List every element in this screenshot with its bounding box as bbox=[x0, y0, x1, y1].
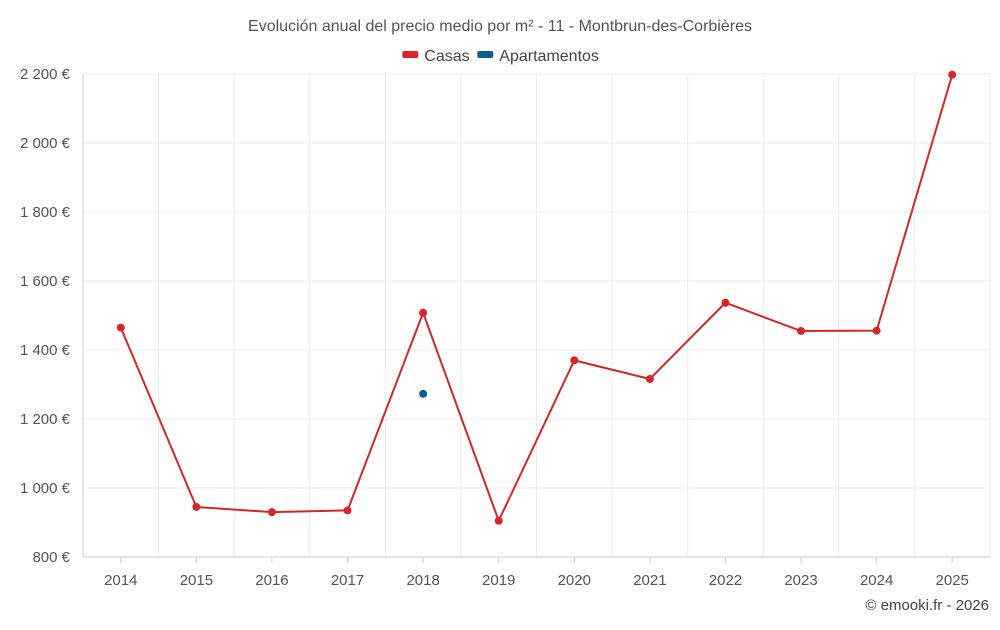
data-point-casas bbox=[797, 327, 806, 336]
data-point-apartamentos bbox=[419, 389, 428, 398]
y-tick-label: 1 000 € bbox=[20, 480, 71, 497]
data-point-casas bbox=[192, 502, 201, 511]
series-line-casas bbox=[119, 74, 954, 522]
x-tick-label: 2020 bbox=[558, 572, 591, 589]
y-tick-label: 800 € bbox=[32, 549, 70, 566]
y-tick-label: 1 400 € bbox=[20, 342, 71, 359]
x-tick-label: 2021 bbox=[633, 572, 666, 589]
data-point-casas bbox=[721, 298, 730, 307]
x-tick-label: 2014 bbox=[104, 572, 137, 589]
x-tick-label: 2024 bbox=[860, 572, 893, 589]
y-tick-label: 2 000 € bbox=[20, 135, 71, 152]
legend-swatch bbox=[402, 51, 419, 58]
data-point-casas bbox=[494, 516, 503, 525]
legend-swatch bbox=[477, 51, 494, 58]
legend-label: Apartamentos bbox=[499, 48, 599, 65]
legend: Casas Apartamentos bbox=[402, 48, 599, 65]
chart-title: Evolución anual del precio medio por m² … bbox=[248, 18, 752, 35]
data-point-casas bbox=[116, 323, 125, 332]
y-axis: 800 € 1 000 € 1 200 € 1 400 € 1 600 € 1 800 €… bbox=[20, 66, 71, 566]
x-tick-label: 2023 bbox=[784, 572, 817, 589]
x-tick-label: 2018 bbox=[406, 572, 439, 589]
y-tick-label: 1 600 € bbox=[20, 273, 71, 290]
x-tick-label: 2017 bbox=[331, 572, 364, 589]
data-point-casas bbox=[872, 326, 881, 335]
data-point-casas bbox=[419, 308, 428, 317]
x-tick-label: 2015 bbox=[180, 572, 213, 589]
data-point-casas bbox=[267, 508, 276, 517]
y-tick-label: 1 800 € bbox=[20, 204, 71, 221]
y-tick-label: 2 200 € bbox=[20, 66, 71, 83]
legend-item-apartamentos[interactable]: Apartamentos bbox=[477, 48, 599, 65]
y-tick-label: 1 200 € bbox=[20, 411, 71, 428]
series-layer bbox=[116, 70, 957, 525]
x-tick-label: 2016 bbox=[255, 572, 288, 589]
legend-label: Casas bbox=[424, 48, 469, 65]
x-axis: 2014 2015 2016 2017 2018 2019 2020 2021 2022 2023… bbox=[104, 557, 969, 589]
data-point-casas bbox=[948, 70, 957, 79]
grid bbox=[82, 73, 991, 558]
x-tick-label: 2022 bbox=[709, 572, 742, 589]
legend-item-casas[interactable]: Casas bbox=[402, 48, 470, 65]
data-point-casas bbox=[645, 374, 654, 383]
x-tick-label: 2019 bbox=[482, 572, 515, 589]
data-point-casas bbox=[570, 356, 579, 365]
credit-text: © emooki.fr - 2026 bbox=[865, 597, 989, 614]
x-tick-label: 2025 bbox=[936, 572, 969, 589]
data-point-casas bbox=[343, 506, 352, 515]
